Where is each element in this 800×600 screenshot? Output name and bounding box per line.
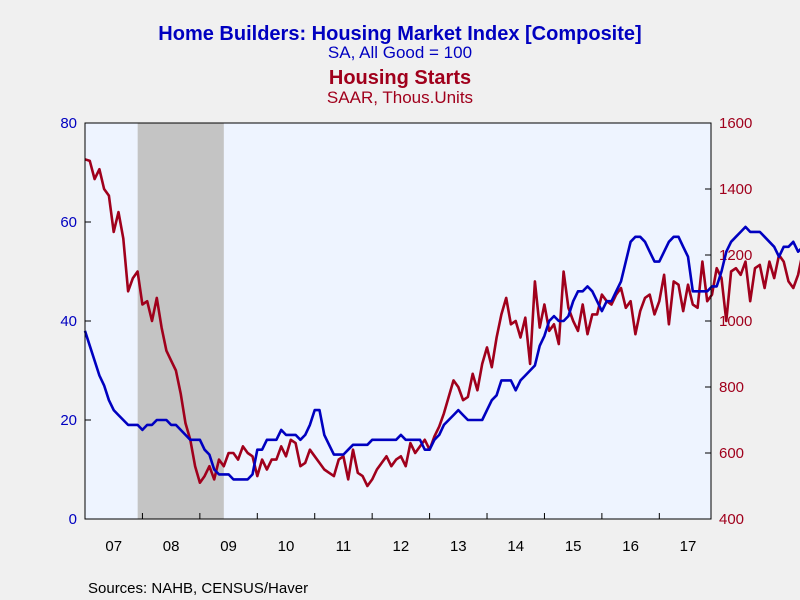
left-tick-label: 60 [60, 214, 77, 231]
x-tick-label: 17 [680, 538, 697, 555]
secondary-title: Housing Starts [329, 67, 471, 89]
x-tick-label: 07 [105, 538, 122, 555]
chart-subtitle: SA, All Good = 100 [328, 43, 472, 62]
series-line-housing-starts [84, 158, 800, 488]
right-tick-label: 400 [719, 511, 744, 528]
left-tick-label: 40 [60, 313, 77, 330]
right-tick-label: 800 [719, 379, 744, 396]
x-tick-label: 13 [450, 538, 467, 555]
x-tick-label: 14 [507, 538, 524, 555]
x-tick-label: 08 [163, 538, 180, 555]
right-tick-label: 600 [719, 445, 744, 462]
left-tick-label: 20 [60, 412, 77, 429]
series-line-housing-market-index [83, 225, 800, 481]
x-tick-label: 16 [622, 538, 639, 555]
x-tick-label: 09 [220, 538, 237, 555]
left-tick-label: 80 [60, 115, 77, 132]
source-note: Sources: NAHB, CENSUS/Haver [88, 580, 308, 597]
x-tick-label: 10 [278, 538, 295, 555]
plot-frame [84, 122, 712, 520]
x-tick-label: 15 [565, 538, 582, 555]
right-tick-label: 1000 [719, 313, 752, 330]
left-tick-label: 0 [69, 511, 77, 528]
secondary-subtitle: SAAR, Thous.Units [327, 88, 473, 107]
chart-title: Home Builders: Housing Market Index [Com… [158, 23, 641, 45]
right-tick-label: 1600 [719, 115, 752, 132]
x-tick-label: 11 [336, 538, 352, 555]
x-tick-label: 12 [393, 538, 410, 555]
lines-layer [83, 158, 800, 488]
right-tick-label: 1400 [719, 181, 752, 198]
